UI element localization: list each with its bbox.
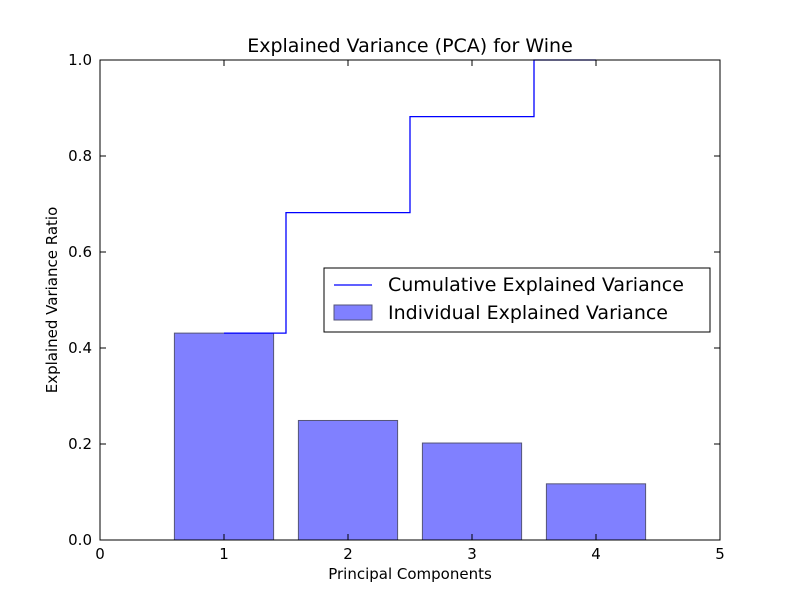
bar-pc-4 <box>545 483 647 541</box>
bar-pc-3 <box>421 442 523 541</box>
x-tick-label-5: 5 <box>715 545 725 563</box>
plot-frame <box>99 59 721 541</box>
legend-label-cumulative: Cumulative Explained Variance <box>388 274 684 296</box>
bar-pc-1 <box>173 332 275 541</box>
cumulative-step-line <box>224 59 596 334</box>
legend-label-individual: Individual Explained Variance <box>388 302 668 324</box>
y-tick-label-0.4: 0.4 <box>68 339 92 357</box>
y-tick-label-0.2: 0.2 <box>68 435 92 453</box>
y-tick-label-0.8: 0.8 <box>68 147 92 165</box>
chart-title: Explained Variance (PCA) for Wine <box>247 35 573 57</box>
legend-swatch-individual <box>333 304 373 321</box>
plot-area: 0 1 2 3 4 5 0.0 0.2 0.4 0.6 0.8 1.0 <box>68 51 725 563</box>
y-tick-label-0.6: 0.6 <box>68 243 92 261</box>
x-tick-label-1: 1 <box>219 545 229 563</box>
legend: Cumulative Explained Variance Individual… <box>323 267 711 333</box>
x-tick-label-2: 2 <box>343 545 353 563</box>
y-axis-label: Explained Variance Ratio <box>43 207 61 394</box>
x-tick-label-0: 0 <box>95 545 105 563</box>
x-tick-label-4: 4 <box>591 545 601 563</box>
legend-box <box>323 267 711 333</box>
y-tick-label-0.0: 0.0 <box>68 531 92 549</box>
x-axis-label: Principal Components <box>328 565 492 583</box>
x-tick-label-3: 3 <box>467 545 477 563</box>
bar-pc-2 <box>297 419 399 541</box>
y-tick-label-1.0: 1.0 <box>68 51 92 69</box>
